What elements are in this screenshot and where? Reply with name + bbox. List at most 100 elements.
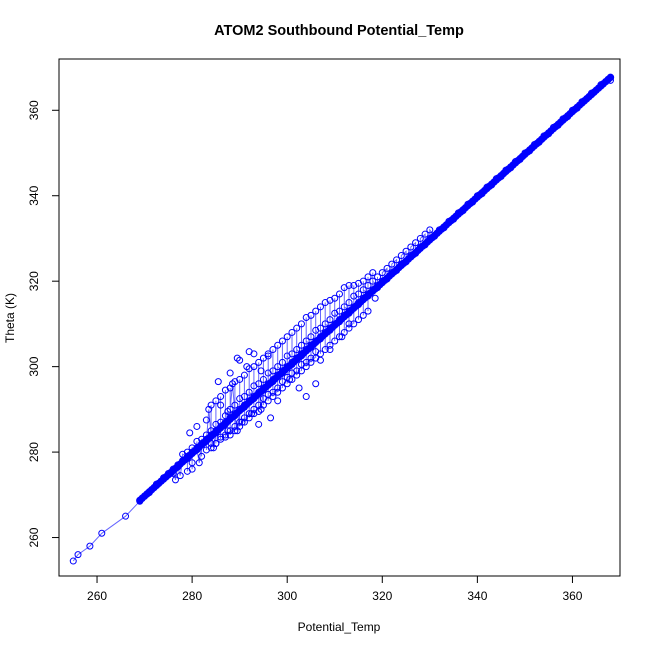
data-point (321, 320, 329, 328)
data-point (212, 397, 220, 405)
data-point (236, 356, 244, 364)
data-point (240, 418, 248, 426)
data-point (259, 401, 267, 409)
y-tick-label: 360 (27, 100, 41, 120)
data-point (86, 542, 94, 550)
data-point (257, 367, 265, 375)
data-point (236, 418, 244, 426)
data-point (255, 420, 263, 428)
data-point (336, 307, 343, 315)
data-point (421, 230, 429, 238)
data-point (250, 350, 258, 358)
data-point (248, 410, 256, 418)
data-point (274, 397, 282, 405)
data-point (171, 476, 179, 484)
x-tick-label: 340 (467, 589, 487, 603)
data-point (283, 333, 291, 341)
data-point (269, 388, 277, 396)
data-point (359, 311, 367, 319)
data-point (236, 375, 244, 383)
data-point (288, 328, 296, 336)
data-point (233, 354, 241, 362)
data-point (307, 311, 315, 319)
data-point (364, 307, 372, 315)
x-tick-label: 280 (182, 589, 202, 603)
data-point (224, 427, 232, 435)
data-point (255, 408, 263, 415)
data-point (359, 286, 367, 294)
data-point (312, 380, 320, 388)
data-points (69, 73, 615, 565)
data-point (269, 367, 277, 375)
y-axis-label: Theta (K) (3, 293, 17, 343)
data-point (412, 239, 420, 247)
data-point (374, 273, 382, 281)
x-tick-label: 320 (372, 589, 392, 603)
data-point (259, 375, 267, 383)
data-point (307, 333, 315, 341)
data-point (355, 316, 363, 324)
data-point (278, 384, 286, 392)
data-point (226, 369, 234, 377)
data-point (302, 363, 310, 371)
data-point (340, 303, 348, 311)
data-point (383, 264, 391, 272)
data-point (278, 358, 286, 366)
chart-title: ATOM2 Southbound Potential_Temp (214, 23, 464, 39)
data-point (316, 324, 324, 332)
data-point (338, 333, 346, 341)
data-point (207, 401, 215, 409)
data-point (169, 469, 177, 477)
x-axis: 260 280 300 320 340 360 (87, 575, 583, 603)
data-point (226, 405, 234, 413)
data-point (345, 281, 353, 289)
y-tick-label: 300 (27, 356, 41, 376)
data-point (240, 393, 248, 401)
data-point (195, 459, 203, 467)
data-point (238, 418, 246, 426)
data-point (188, 459, 196, 467)
data-point (345, 320, 353, 328)
data-point (122, 512, 130, 520)
data-point (302, 337, 310, 345)
data-point (217, 393, 225, 401)
data-point (397, 252, 405, 260)
data-point (269, 393, 277, 401)
data-point (297, 320, 305, 328)
x-axis-label: Potential_Temp (298, 620, 381, 634)
data-point (350, 320, 358, 328)
data-point (302, 358, 310, 366)
data-point (293, 324, 301, 332)
data-point (371, 294, 379, 302)
data-point (345, 299, 353, 307)
data-point (336, 290, 343, 298)
data-point (606, 73, 615, 82)
data-point (331, 294, 339, 302)
data-point (255, 380, 263, 388)
data-point (293, 346, 301, 354)
data-point (186, 429, 194, 437)
data-point (312, 307, 320, 315)
data-point (229, 380, 237, 388)
data-point (286, 375, 294, 383)
data-point (278, 337, 286, 345)
data-point (416, 234, 424, 242)
data-point (393, 256, 401, 264)
data-point (297, 367, 305, 375)
data-point (267, 414, 275, 422)
data-point (407, 243, 415, 251)
plot-frame (58, 58, 621, 577)
data-point (378, 269, 386, 277)
data-point (369, 269, 377, 277)
data-point (302, 393, 310, 401)
data-point (364, 273, 372, 281)
data-point (98, 529, 106, 537)
data-point (295, 384, 303, 392)
y-tick-label: 320 (27, 271, 41, 291)
data-point (214, 378, 222, 386)
data-point (274, 384, 282, 392)
y-axis: 260 280 300 320 340 360 (27, 100, 60, 548)
data-point (326, 316, 334, 324)
data-point (293, 371, 301, 379)
